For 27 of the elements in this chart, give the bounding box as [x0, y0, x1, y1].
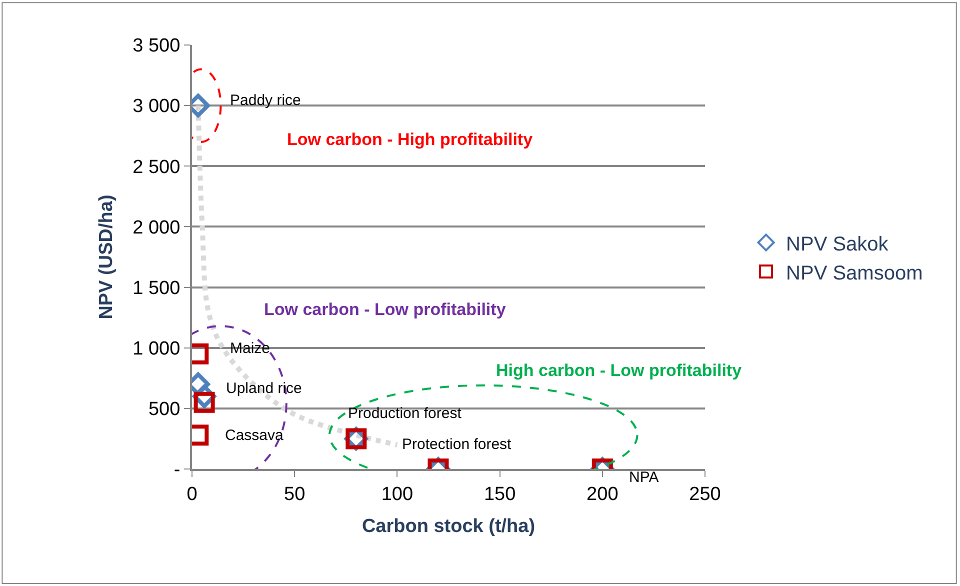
x-tick-label: 250	[689, 484, 721, 505]
y-axis-title: NPV (USD/ha)	[96, 194, 118, 320]
annotation: Protection forest	[402, 436, 512, 453]
y-tick-label: 3 500	[132, 36, 180, 57]
y-tick-label: 1 000	[132, 338, 180, 360]
x-tick-label: 50	[284, 484, 306, 505]
annotation: NPA	[629, 469, 659, 486]
annotation: Cassava	[225, 427, 284, 444]
annotation: Paddy rice	[230, 92, 301, 109]
y-tick-label: 3 000	[132, 96, 180, 118]
annotation: Production forest	[348, 405, 462, 422]
y-tick-label: -	[174, 460, 180, 481]
legend-label: NPV Sakok	[786, 233, 890, 256]
y-tick-label: 1 500	[132, 278, 180, 299]
y-tick-label: 2 500	[132, 156, 180, 178]
y-tick-label: 2 000	[132, 217, 180, 238]
legend-label: NPV Samsoom	[786, 262, 923, 284]
annotation: Maize	[230, 340, 270, 357]
x-tick-label: 150	[484, 484, 516, 505]
y-tick-label: 500	[148, 399, 180, 420]
x-tick-label: 0	[186, 484, 198, 505]
annotation: Low carbon - High profitability	[287, 130, 534, 149]
x-axis-title: Carbon stock (t/ha)	[362, 516, 536, 538]
annotation: High carbon - Low profitability	[496, 361, 742, 380]
annotation: Low carbon - Low profitability	[264, 300, 506, 319]
x-tick-label: 100	[381, 484, 414, 505]
x-tick-label: 200	[586, 484, 618, 505]
